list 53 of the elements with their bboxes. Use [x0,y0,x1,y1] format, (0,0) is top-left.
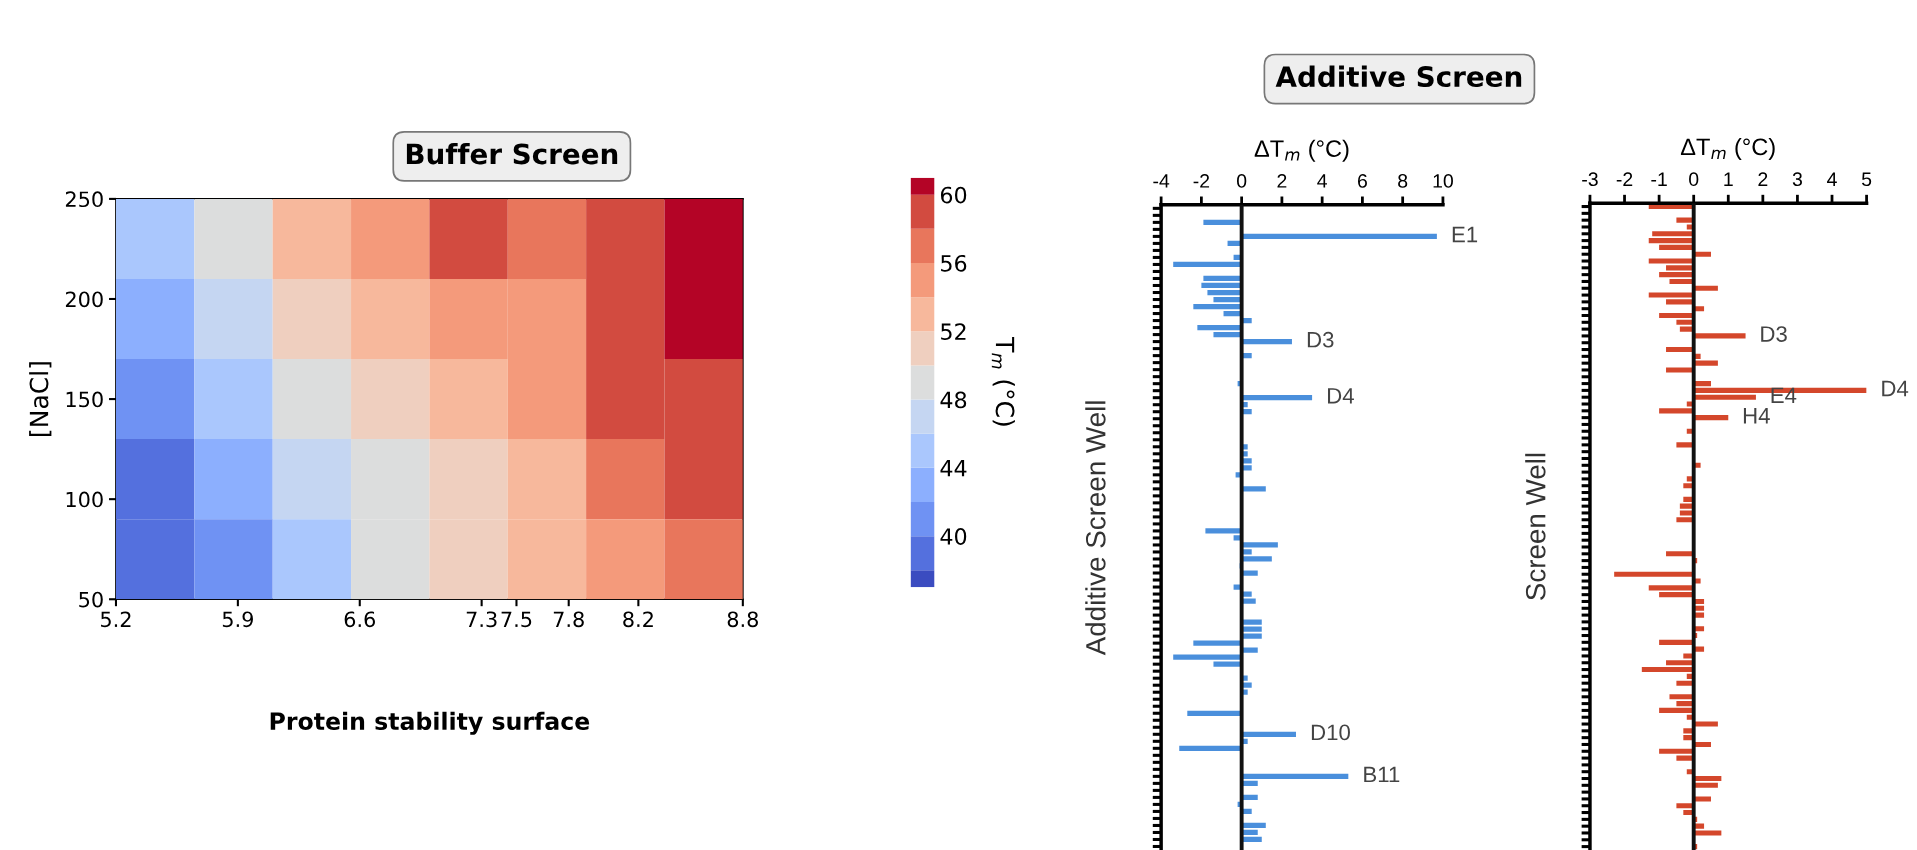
y-tick-label: 50 [79,591,103,608]
y-tick-label: 200 [65,291,103,308]
x-tick-label: 3 [1792,172,1802,187]
x-tick-label: 0 [1689,172,1699,187]
x-tick-label: -2 [1193,174,1210,188]
x-tick-label: 0 [1236,174,1247,188]
x-tick-label: 6.6 [344,611,376,628]
color-bar-label: 48 [940,391,967,409]
x-tick-label: 1 [1724,172,1733,186]
y-tick-label: 250 [65,191,103,208]
x-tick-label: -4 [1153,174,1170,188]
chart-title: Additive Screen [1275,65,1522,88]
x-tick-label: 8 [1398,174,1408,188]
data-label: D4 [1882,380,1909,397]
x-tick-label: 4 [1827,172,1837,186]
x-tick-label: 4 [1317,174,1327,188]
x-tick-label: 10 [1433,174,1453,188]
y-axis-title: [NaCl] [29,362,52,436]
x-tick-label: 8.8 [727,611,758,628]
color-bar-label: 52 [941,323,966,341]
data-label: B11 [1364,766,1400,783]
x-tick-label: 5.2 [101,611,131,628]
x-tick-label: 6 [1357,174,1367,188]
data-label: E1 [1452,226,1478,243]
x-tick-label: 2 [1277,174,1287,188]
x-tick-label: -2 [1616,172,1633,186]
data-label: D10 [1311,724,1350,741]
y-tick-label: 150 [66,391,103,408]
y-tick-label: 100 [66,491,103,508]
color-bar-label: 56 [941,254,967,272]
x-tick-label: 7.5 [501,611,532,628]
x-tick-label: 7.8 [553,611,584,628]
data-label: D4 [1328,388,1354,404]
y-axis-title: Additive Screen Well [1085,401,1106,656]
color-bar-label: 44 [940,460,967,477]
x-tick-label: 7.3 [466,611,497,628]
data-label: D3 [1307,331,1334,348]
x-tick-label: -3 [1582,172,1598,187]
x-tick-label: 5.9 [222,611,253,628]
x-axis-title: ΔT$_{m}$ (°C) [1680,137,1775,160]
x-tick-label: 8.2 [623,611,653,628]
color-bar-label: 60 [940,186,967,204]
x-tick-label: 5 [1861,172,1872,187]
y-axis-title: Screen Well [1525,453,1546,600]
x-tick-label: 2 [1758,172,1768,186]
color-bar-title: T$_{m}$ (°C) [991,337,1015,426]
x-axis-title: Protein stability surface [270,711,590,735]
color-bar-label: 40 [940,528,967,545]
x-tick-label: -1 [1651,172,1667,186]
chart-title: Buffer Screen [406,142,618,165]
data-label: D3 [1761,326,1787,342]
data-label: H4 [1743,408,1770,424]
x-axis-title: ΔT$_{m}$ (°C) [1254,139,1349,162]
